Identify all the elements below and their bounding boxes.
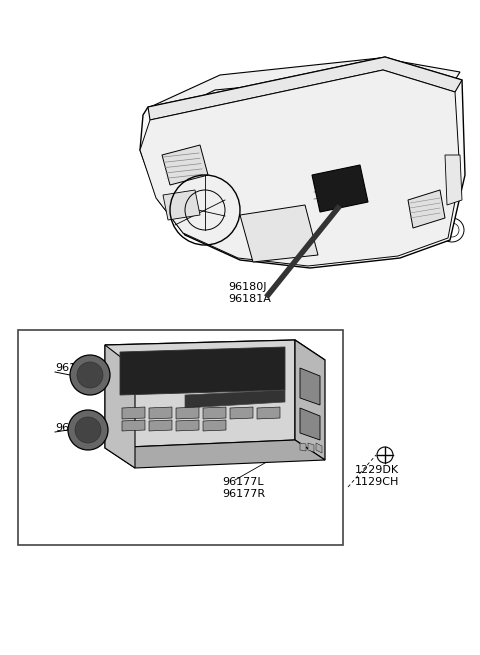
Polygon shape — [105, 440, 325, 468]
Polygon shape — [105, 340, 295, 448]
Circle shape — [244, 216, 252, 224]
Text: 96177R: 96177R — [222, 489, 265, 499]
Text: 96119A: 96119A — [55, 423, 98, 433]
Polygon shape — [230, 407, 253, 419]
Polygon shape — [122, 420, 145, 431]
Polygon shape — [300, 443, 306, 451]
Polygon shape — [316, 443, 322, 453]
Polygon shape — [300, 368, 320, 405]
Polygon shape — [162, 145, 208, 185]
Polygon shape — [140, 57, 465, 268]
Polygon shape — [240, 205, 318, 262]
Circle shape — [280, 240, 290, 250]
Polygon shape — [148, 57, 462, 120]
Polygon shape — [408, 190, 445, 228]
Text: 1229DK: 1229DK — [355, 465, 399, 475]
Circle shape — [248, 240, 256, 248]
Polygon shape — [105, 345, 135, 468]
Circle shape — [290, 243, 300, 253]
Polygon shape — [308, 443, 314, 452]
Text: 96181A: 96181A — [228, 294, 271, 304]
Polygon shape — [300, 408, 320, 440]
Polygon shape — [338, 175, 354, 186]
Polygon shape — [312, 165, 368, 212]
Polygon shape — [176, 407, 199, 419]
Polygon shape — [122, 407, 145, 419]
Polygon shape — [149, 407, 172, 419]
Circle shape — [77, 362, 103, 388]
Polygon shape — [105, 340, 325, 368]
Text: 96119A: 96119A — [55, 363, 98, 373]
Polygon shape — [257, 407, 280, 419]
Polygon shape — [149, 420, 172, 431]
Text: 1129CH: 1129CH — [355, 477, 399, 487]
Polygon shape — [295, 340, 325, 460]
Circle shape — [68, 410, 108, 450]
Circle shape — [75, 417, 101, 443]
Text: 96180J: 96180J — [228, 282, 266, 292]
Polygon shape — [140, 70, 460, 266]
Polygon shape — [148, 58, 460, 122]
Polygon shape — [203, 420, 226, 431]
Polygon shape — [203, 407, 226, 419]
Circle shape — [70, 355, 110, 395]
Polygon shape — [120, 347, 285, 395]
Polygon shape — [176, 420, 199, 431]
Bar — [18, 330, 343, 545]
Polygon shape — [185, 390, 285, 408]
Circle shape — [246, 228, 254, 236]
Text: 96177L: 96177L — [222, 477, 264, 487]
Polygon shape — [163, 190, 200, 220]
Polygon shape — [445, 155, 462, 205]
